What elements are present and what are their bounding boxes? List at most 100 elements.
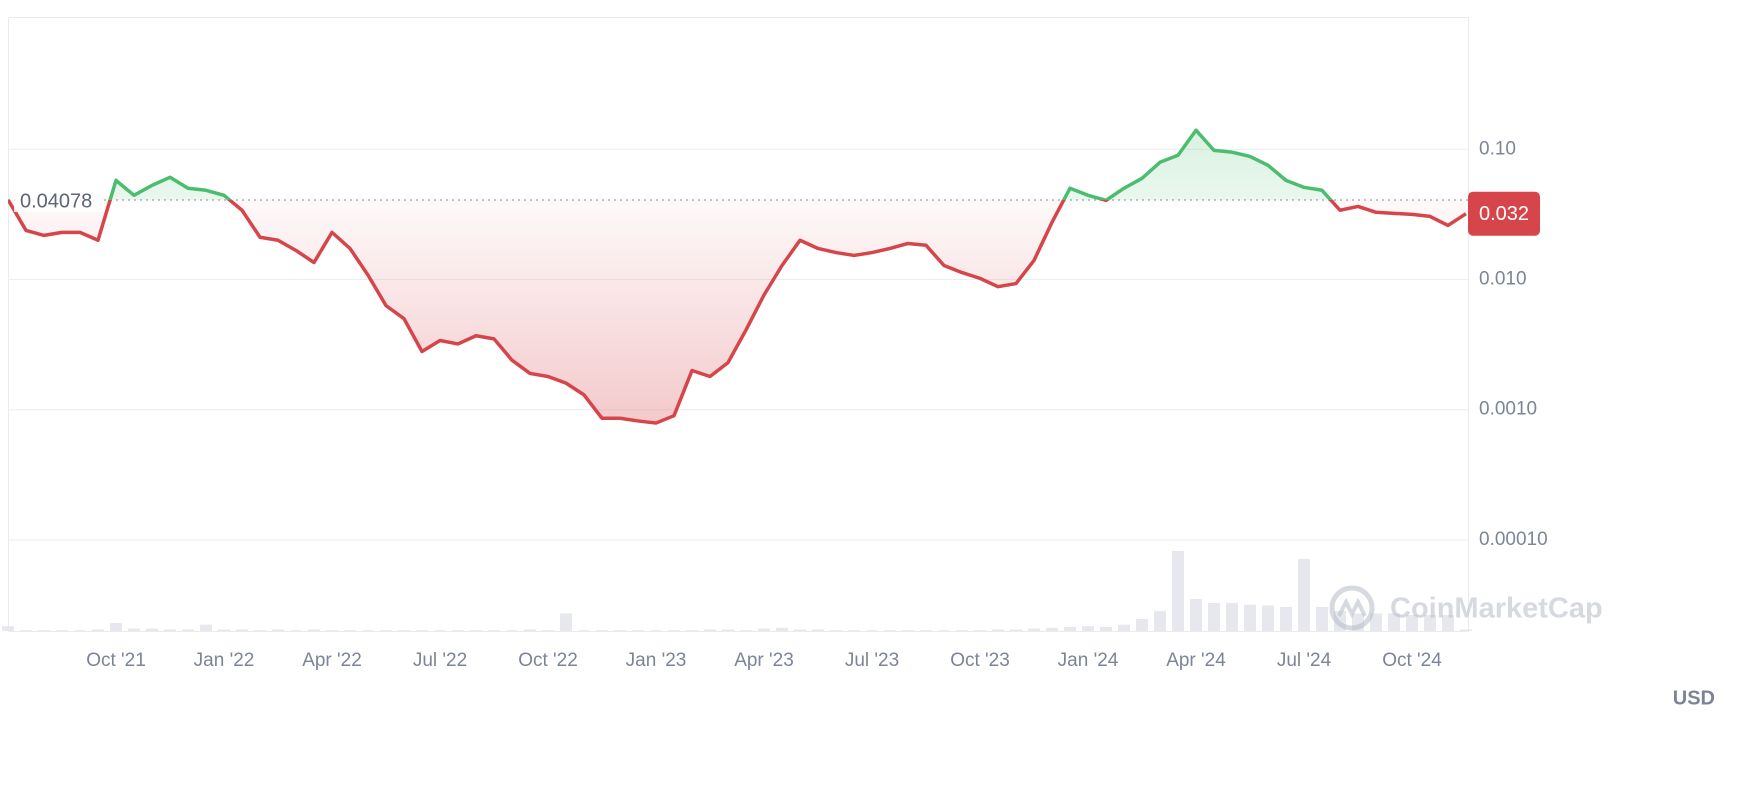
volume-bar — [1226, 603, 1238, 631]
volume-bar — [902, 630, 914, 631]
volume-bar — [974, 630, 986, 631]
volume-bar — [848, 630, 860, 631]
volume-bar — [1028, 628, 1040, 631]
x-tick-label: Jan '22 — [194, 650, 255, 671]
x-tick-label: Apr '23 — [734, 650, 794, 671]
volume-bar — [578, 630, 590, 631]
volume-bar — [20, 630, 32, 631]
x-tick-label: Apr '24 — [1166, 650, 1226, 671]
volume-bar — [146, 628, 158, 631]
volume-bar — [1064, 627, 1076, 631]
volume-bar — [1100, 627, 1112, 631]
volume-bar — [614, 630, 626, 631]
volume-bar — [1298, 559, 1310, 631]
volume-bar — [1442, 615, 1454, 631]
volume-bar — [794, 629, 806, 631]
y-tick-label: 0.010 — [1479, 268, 1527, 289]
volume-bar — [542, 630, 554, 631]
price-tag-label: 0.032 — [1479, 203, 1529, 225]
volume-bars — [2, 551, 1472, 631]
volume-bar — [326, 630, 338, 631]
volume-bar — [1154, 611, 1166, 631]
volume-bar — [362, 630, 374, 631]
volume-bar — [1262, 605, 1274, 631]
volume-bar — [344, 630, 356, 631]
volume-bar — [1388, 613, 1400, 631]
volume-bar — [488, 630, 500, 631]
volume-bar — [1136, 619, 1148, 631]
volume-bar — [38, 630, 50, 631]
plot-frame — [8, 17, 1469, 632]
volume-bar — [1370, 613, 1382, 631]
price-tag — [1468, 191, 1540, 236]
plot — [8, 128, 1468, 425]
volume-bar — [1208, 603, 1220, 631]
volume-bar — [560, 613, 572, 631]
volume-bar — [938, 630, 950, 631]
volume-bar — [632, 630, 644, 631]
volume-bar — [1244, 604, 1256, 631]
volume-bar — [128, 628, 140, 631]
volume-bar — [524, 629, 536, 631]
volume-bar — [452, 630, 464, 631]
volume-bar — [992, 629, 1004, 631]
volume-bar — [956, 630, 968, 631]
volume-bar — [110, 623, 122, 631]
volume-bar — [434, 630, 446, 631]
volume-bar — [74, 630, 86, 631]
volume-bar — [830, 630, 842, 631]
x-tick-label: Jan '24 — [1058, 650, 1119, 671]
volume-bar — [254, 630, 266, 631]
volume-bar — [56, 630, 68, 631]
volume-bar — [1172, 551, 1184, 631]
volume-bar — [308, 629, 320, 631]
volume-bar — [182, 629, 194, 631]
volume-bar — [740, 630, 752, 631]
volume-bar — [1118, 624, 1130, 631]
volume-bar — [200, 624, 212, 631]
volume-bar — [1316, 607, 1328, 631]
volume-bar — [1280, 607, 1292, 631]
volume-bar — [272, 629, 284, 631]
volume-bar — [1046, 627, 1058, 631]
volume-bar — [668, 630, 680, 631]
y-tick-label: 0.10 — [1479, 138, 1516, 159]
volume-bar — [704, 629, 716, 631]
volume-bar — [416, 630, 428, 631]
volume-bar — [2, 626, 14, 631]
price-line — [8, 128, 1467, 425]
volume-bar — [164, 629, 176, 631]
volume-bar — [758, 628, 770, 631]
volume-bar — [1406, 615, 1418, 631]
volume-bar — [1190, 599, 1202, 631]
volume-bar — [812, 629, 824, 631]
volume-bar — [470, 630, 482, 631]
volume-bar — [506, 630, 518, 631]
watermark: CoinMarketCap — [1329, 585, 1603, 631]
y-tick-label: 0.00010 — [1479, 529, 1548, 550]
volume-bar — [884, 630, 896, 631]
volume-bar — [866, 630, 878, 631]
volume-bar — [650, 630, 662, 631]
baseline-label: 0.04078 — [20, 190, 92, 212]
watermark-text: CoinMarketCap — [1390, 593, 1603, 625]
volume-bar — [596, 630, 608, 631]
x-tick-label: Oct '22 — [518, 650, 578, 671]
volume-bar — [236, 629, 248, 631]
volume-bar — [722, 629, 734, 631]
price-area — [8, 130, 1466, 424]
volume-bar — [920, 630, 932, 631]
volume-bar — [380, 630, 392, 631]
currency-label: USD — [1673, 687, 1715, 709]
volume-bar — [1460, 629, 1472, 631]
x-tick-label: Jan '23 — [626, 650, 687, 671]
y-tick-label: 0.0010 — [1479, 399, 1537, 420]
watermark-logo-mark — [1337, 597, 1367, 619]
volume-bar — [92, 629, 104, 631]
x-tick-label: Jul '24 — [1277, 650, 1332, 671]
x-tick-label: Jul '23 — [845, 650, 899, 671]
volume-bar — [1010, 629, 1022, 631]
x-tick-label: Oct '23 — [950, 650, 1010, 671]
volume-bar — [290, 630, 302, 631]
